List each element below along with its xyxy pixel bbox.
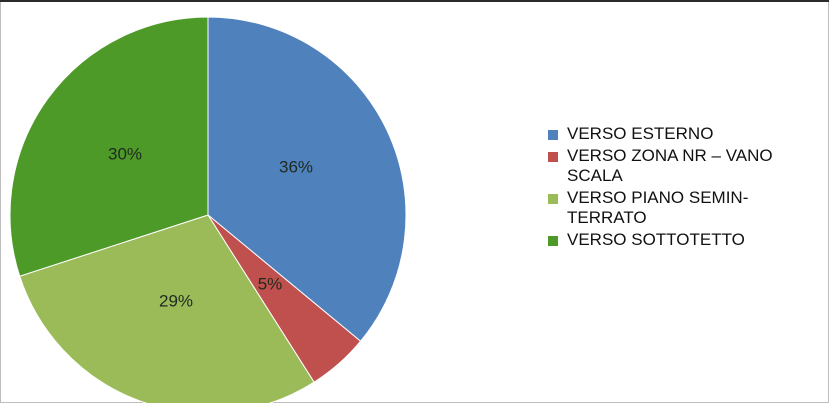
pie-slice [207, 16, 407, 342]
slice-data-label: 5% [258, 274, 283, 293]
pie-slice [19, 214, 315, 403]
legend-label: VERSO SOTTOTETTO [567, 230, 745, 249]
pie-slice [9, 16, 209, 277]
legend-label: TERRATO [567, 208, 647, 227]
slice-data-label: 30% [108, 144, 142, 163]
legend-swatch [548, 152, 558, 162]
legend-item: VERSO ESTERNO [546, 124, 826, 144]
legend-item: VERSO PIANO SEMIN- TERRATO [546, 188, 826, 228]
legend-label: VERSO PIANO SEMIN- [567, 188, 749, 207]
slice-data-label: 29% [159, 291, 193, 310]
top-border [0, 0, 829, 2]
legend-item: VERSO ZONA NR – VANO SCALA [546, 146, 826, 186]
legend-swatch [548, 236, 558, 246]
legend-label: VERSO ZONA NR – VANO [567, 146, 773, 165]
pie-slices [9, 16, 407, 403]
legend-item: VERSO SOTTOTETTO [546, 230, 826, 250]
legend-label: SCALA [567, 166, 623, 185]
legend-swatch [548, 194, 558, 204]
legend-label: VERSO ESTERNO [567, 124, 714, 143]
legend-swatch [548, 130, 558, 140]
pie-data-labels: 36% 5% 29% 30% [108, 144, 313, 310]
slice-data-label: 36% [279, 157, 313, 176]
legend: VERSO ESTERNO VERSO ZONA NR – VANO SCALA VE… [546, 124, 826, 252]
